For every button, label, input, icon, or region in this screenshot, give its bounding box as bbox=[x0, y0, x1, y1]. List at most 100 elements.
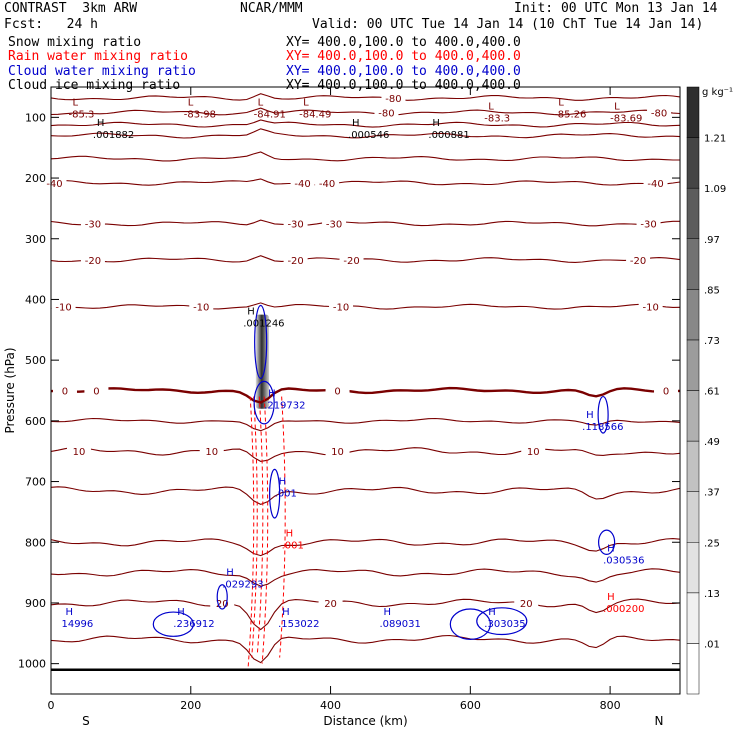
colorbar-units: g kg⁻¹ bbox=[702, 87, 733, 98]
cloud-water-high-value: .219732 bbox=[264, 401, 305, 412]
temperature-contour-label: 20 bbox=[216, 599, 229, 610]
x-axis-label: Distance (km) bbox=[323, 714, 407, 728]
snow-high-value: .001882 bbox=[93, 130, 134, 141]
temperature-contour-line bbox=[50, 119, 681, 128]
colorbar-swatch bbox=[686, 592, 700, 644]
rain-high-marker: H bbox=[607, 592, 615, 603]
contour-label-bg bbox=[636, 217, 661, 230]
contour-label-bg bbox=[283, 253, 308, 266]
temperature-contour-line bbox=[50, 93, 681, 101]
contour-label-bg bbox=[66, 445, 91, 458]
contour-label-bg bbox=[374, 106, 399, 119]
y-axis-label: Pressure (hPa) bbox=[3, 347, 17, 433]
plot-frame bbox=[50, 86, 681, 695]
temperature-contour-line bbox=[50, 598, 681, 631]
cloud-water-high-value: .030536 bbox=[603, 555, 644, 566]
y-tick-label: 400 bbox=[25, 293, 46, 306]
y-tick-label: 200 bbox=[25, 172, 46, 185]
temperature-contours: -80 -80 -80 -40 -40 -40 -40 -30 -30 -30 -30 -20 -20 -… bbox=[42, 91, 681, 671]
contour-label-bg bbox=[210, 596, 235, 609]
contour-label-bg bbox=[199, 445, 224, 458]
contour-label-bg bbox=[638, 300, 663, 313]
cloud-water-contour-loop bbox=[597, 395, 609, 434]
temperature-contour-line bbox=[50, 538, 681, 557]
field-cloudice-xy: XY= 400.0,100.0 to 400.0,400.0 bbox=[286, 78, 521, 93]
colorbar-level-label: .73 bbox=[704, 336, 720, 347]
temperature-contour-line bbox=[50, 386, 681, 404]
temperature-contour-label: -40 bbox=[647, 179, 663, 190]
temperature-contour-label: -30 bbox=[85, 220, 101, 231]
temperature-contour-label: 0 bbox=[93, 387, 99, 398]
model-title: CONTRAST 3km ARW bbox=[4, 1, 138, 16]
contour-label-bg bbox=[521, 445, 546, 458]
cloud-water-contour-loop bbox=[253, 380, 275, 425]
cloud-water-contour-loop bbox=[216, 584, 228, 610]
cloud-water-high-value: .153022 bbox=[278, 619, 319, 630]
temperature-low-marker: L bbox=[614, 102, 620, 113]
temperature-contour-label: 20 bbox=[520, 599, 533, 610]
contour-label-bg bbox=[80, 253, 105, 266]
y-tick-label: 100 bbox=[25, 111, 46, 124]
temperature-contour-label: 20 bbox=[324, 599, 337, 610]
contour-label-bg bbox=[325, 445, 350, 458]
temperature-contour-line bbox=[50, 255, 681, 263]
contour-labels: L-85.3L-83.98L-84.91L-84.49L-83.3L-85.26… bbox=[61, 97, 644, 630]
snow-high-marker: H bbox=[352, 118, 360, 129]
cloud-water-high-value: .236912 bbox=[173, 619, 214, 630]
cloud-water-high-marker: H bbox=[65, 607, 73, 618]
rain-contour-line bbox=[256, 396, 264, 655]
cloud-water-contours bbox=[152, 304, 616, 640]
valid-time: Valid: 00 UTC Tue 14 Jan 14 (10 ChT Tue … bbox=[312, 17, 704, 32]
rain-contours bbox=[247, 396, 286, 667]
snow-high-marker: H bbox=[432, 118, 440, 129]
temperature-contour-label: -20 bbox=[630, 256, 646, 267]
field-snow-xy: XY= 400.0,100.0 to 400.0,400.0 bbox=[286, 35, 521, 50]
temperature-contour-label: -10 bbox=[642, 303, 658, 314]
temperature-contour-line bbox=[50, 151, 680, 162]
y-tick-label: 700 bbox=[25, 476, 46, 489]
colorbar-level-label: .49 bbox=[704, 437, 720, 448]
snow-high-value: .001246 bbox=[243, 319, 284, 330]
contour-label-bg bbox=[80, 217, 105, 230]
rain-high-value: .001 bbox=[282, 540, 304, 551]
plot-border bbox=[50, 86, 681, 695]
x-tick-label: 200 bbox=[180, 699, 201, 712]
colorbar-swatch bbox=[686, 643, 700, 695]
contour-label-bg bbox=[381, 91, 406, 104]
field-rain-xy: XY= 400.0,100.0 to 400.0,400.0 bbox=[286, 49, 521, 64]
temperature-contour-line bbox=[50, 178, 681, 186]
colorbar-swatch bbox=[686, 238, 700, 290]
cloud-water-high-marker: H bbox=[607, 543, 615, 554]
contour-label-bg bbox=[189, 300, 214, 313]
temperature-contour-label: 10 bbox=[331, 447, 344, 458]
contour-label-bg bbox=[325, 384, 350, 397]
cloud-water-high-marker: H bbox=[383, 607, 391, 618]
temperature-contour-line bbox=[50, 302, 681, 310]
temperature-contour-line bbox=[50, 107, 681, 116]
cloud-water-contour-loop bbox=[476, 607, 528, 636]
cloud-water-high-value: .029293 bbox=[222, 580, 263, 591]
temperature-contour-line bbox=[50, 128, 681, 139]
temperature-contour-label: 0 bbox=[663, 387, 669, 398]
temperature-contour-label: -30 bbox=[326, 220, 342, 231]
contour-label-bg bbox=[322, 217, 347, 230]
colorbar-level-label: .13 bbox=[704, 589, 720, 600]
contour-label-bg bbox=[283, 217, 308, 230]
temperature-contour-line bbox=[50, 446, 681, 462]
temperature-contour-line bbox=[50, 219, 680, 227]
field-cloudwater-xy: XY= 400.0,100.0 to 400.0,400.0 bbox=[286, 64, 521, 79]
contour-label-bg bbox=[647, 106, 672, 119]
contour-label-bg bbox=[339, 253, 364, 266]
colorbar-level-label: .61 bbox=[704, 387, 720, 398]
temperature-contour-label: -80 bbox=[378, 108, 394, 119]
temperature-contour-label: 10 bbox=[73, 447, 86, 458]
temperature-contour-label: -20 bbox=[343, 256, 359, 267]
temperature-low-value: -84.91 bbox=[254, 109, 286, 120]
y-tick-label: 1000 bbox=[18, 658, 46, 671]
colorbar-swatch bbox=[686, 289, 700, 341]
rain-high-marker: H bbox=[286, 528, 294, 539]
contour-label-bg bbox=[52, 384, 77, 397]
temperature-low-value: -83.69 bbox=[610, 114, 642, 125]
cloud-water-contour-loop bbox=[449, 608, 491, 640]
